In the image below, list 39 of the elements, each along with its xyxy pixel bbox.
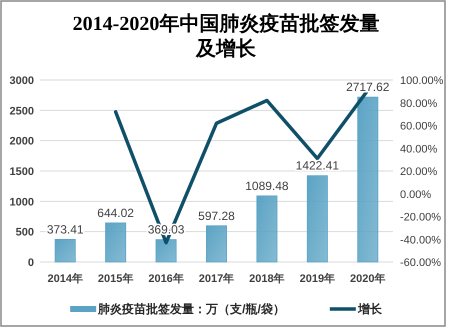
data-label: 1089.48 [245,178,289,193]
x-tick-label: 2020年 [350,272,386,285]
y2-tick-label: -40.00% [400,234,442,246]
x-tick-label: 2017年 [198,272,234,285]
x-tick-label: 2015年 [98,272,134,285]
y-tick-label: 500 [16,226,34,239]
x-tick-label: 2014年 [47,272,83,285]
bar [206,225,227,262]
y-tick-label: 0 [28,257,34,269]
y2-tick-label: 100.00% [400,75,444,87]
bar [306,175,328,262]
data-label: 644.02 [97,206,134,220]
y-tick-label: 1500 [10,166,34,178]
x-tick-label: 2019年 [300,272,336,285]
legend-label: 肺炎疫苗批签发量：万（支/瓶/袋） [97,302,285,316]
y2-tick-label: 80.00% [400,98,438,110]
x-tick-label: 2018年 [249,272,285,285]
data-label: 1422.41 [296,158,340,173]
y2-tick-label: -20.00% [400,212,442,224]
y2-tick-label: 0.00% [400,188,432,201]
bar [156,239,177,262]
chart-title: 2014-2020年中国肺炎疫苗批签发量及增长 [72,12,380,60]
y-tick-label: 2000 [10,136,34,148]
data-label: 373.41 [46,222,84,236]
y-tick-label: 3000 [10,75,34,87]
y2-tick-label: -60.00% [400,257,442,269]
y-tick-label: 2500 [10,105,34,118]
data-label: 597.28 [198,208,236,223]
x-tick-label: 2016年 [148,272,184,285]
y2-tick-label: 60.00% [400,120,438,132]
y2-tick-label: 20.00% [400,166,438,178]
bar [54,238,76,262]
y-tick-label: 1000 [10,196,34,208]
legend-label: 增长 [356,302,383,316]
data-label: 2717.62 [346,80,390,94]
y2-tick-label: 40.00% [400,143,438,156]
bar [105,222,126,262]
bar [256,196,278,262]
bar [357,96,378,262]
